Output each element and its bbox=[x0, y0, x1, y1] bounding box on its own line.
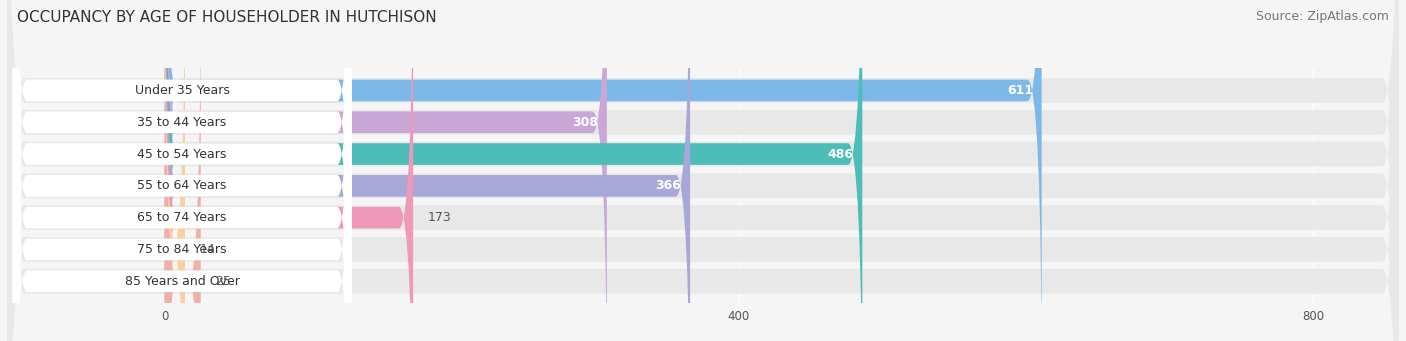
Text: 75 to 84 Years: 75 to 84 Years bbox=[138, 243, 226, 256]
FancyBboxPatch shape bbox=[7, 0, 1399, 341]
FancyBboxPatch shape bbox=[7, 0, 1399, 341]
FancyBboxPatch shape bbox=[13, 0, 352, 341]
FancyBboxPatch shape bbox=[7, 0, 1399, 341]
Text: 611: 611 bbox=[1007, 84, 1033, 97]
Text: 25: 25 bbox=[215, 275, 231, 288]
FancyBboxPatch shape bbox=[165, 0, 862, 341]
Text: 35 to 44 Years: 35 to 44 Years bbox=[138, 116, 226, 129]
Text: 65 to 74 Years: 65 to 74 Years bbox=[138, 211, 226, 224]
FancyBboxPatch shape bbox=[13, 0, 352, 341]
Text: 45 to 54 Years: 45 to 54 Years bbox=[138, 148, 226, 161]
FancyBboxPatch shape bbox=[165, 0, 201, 341]
FancyBboxPatch shape bbox=[165, 0, 1042, 341]
FancyBboxPatch shape bbox=[13, 0, 352, 341]
Text: 173: 173 bbox=[427, 211, 451, 224]
FancyBboxPatch shape bbox=[165, 0, 186, 341]
Text: OCCUPANCY BY AGE OF HOUSEHOLDER IN HUTCHISON: OCCUPANCY BY AGE OF HOUSEHOLDER IN HUTCH… bbox=[17, 10, 436, 25]
Text: 85 Years and Over: 85 Years and Over bbox=[125, 275, 239, 288]
FancyBboxPatch shape bbox=[165, 0, 413, 341]
FancyBboxPatch shape bbox=[13, 0, 352, 341]
FancyBboxPatch shape bbox=[7, 0, 1399, 341]
Text: 366: 366 bbox=[655, 179, 682, 192]
FancyBboxPatch shape bbox=[7, 0, 1399, 341]
Text: Source: ZipAtlas.com: Source: ZipAtlas.com bbox=[1256, 10, 1389, 23]
Text: 486: 486 bbox=[828, 148, 853, 161]
FancyBboxPatch shape bbox=[13, 0, 352, 341]
FancyBboxPatch shape bbox=[13, 0, 352, 341]
FancyBboxPatch shape bbox=[165, 0, 607, 341]
FancyBboxPatch shape bbox=[165, 0, 690, 341]
FancyBboxPatch shape bbox=[7, 0, 1399, 341]
Text: Under 35 Years: Under 35 Years bbox=[135, 84, 229, 97]
FancyBboxPatch shape bbox=[7, 0, 1399, 341]
Text: 14: 14 bbox=[200, 243, 215, 256]
FancyBboxPatch shape bbox=[13, 0, 352, 341]
Text: 55 to 64 Years: 55 to 64 Years bbox=[138, 179, 226, 192]
Text: 308: 308 bbox=[572, 116, 598, 129]
